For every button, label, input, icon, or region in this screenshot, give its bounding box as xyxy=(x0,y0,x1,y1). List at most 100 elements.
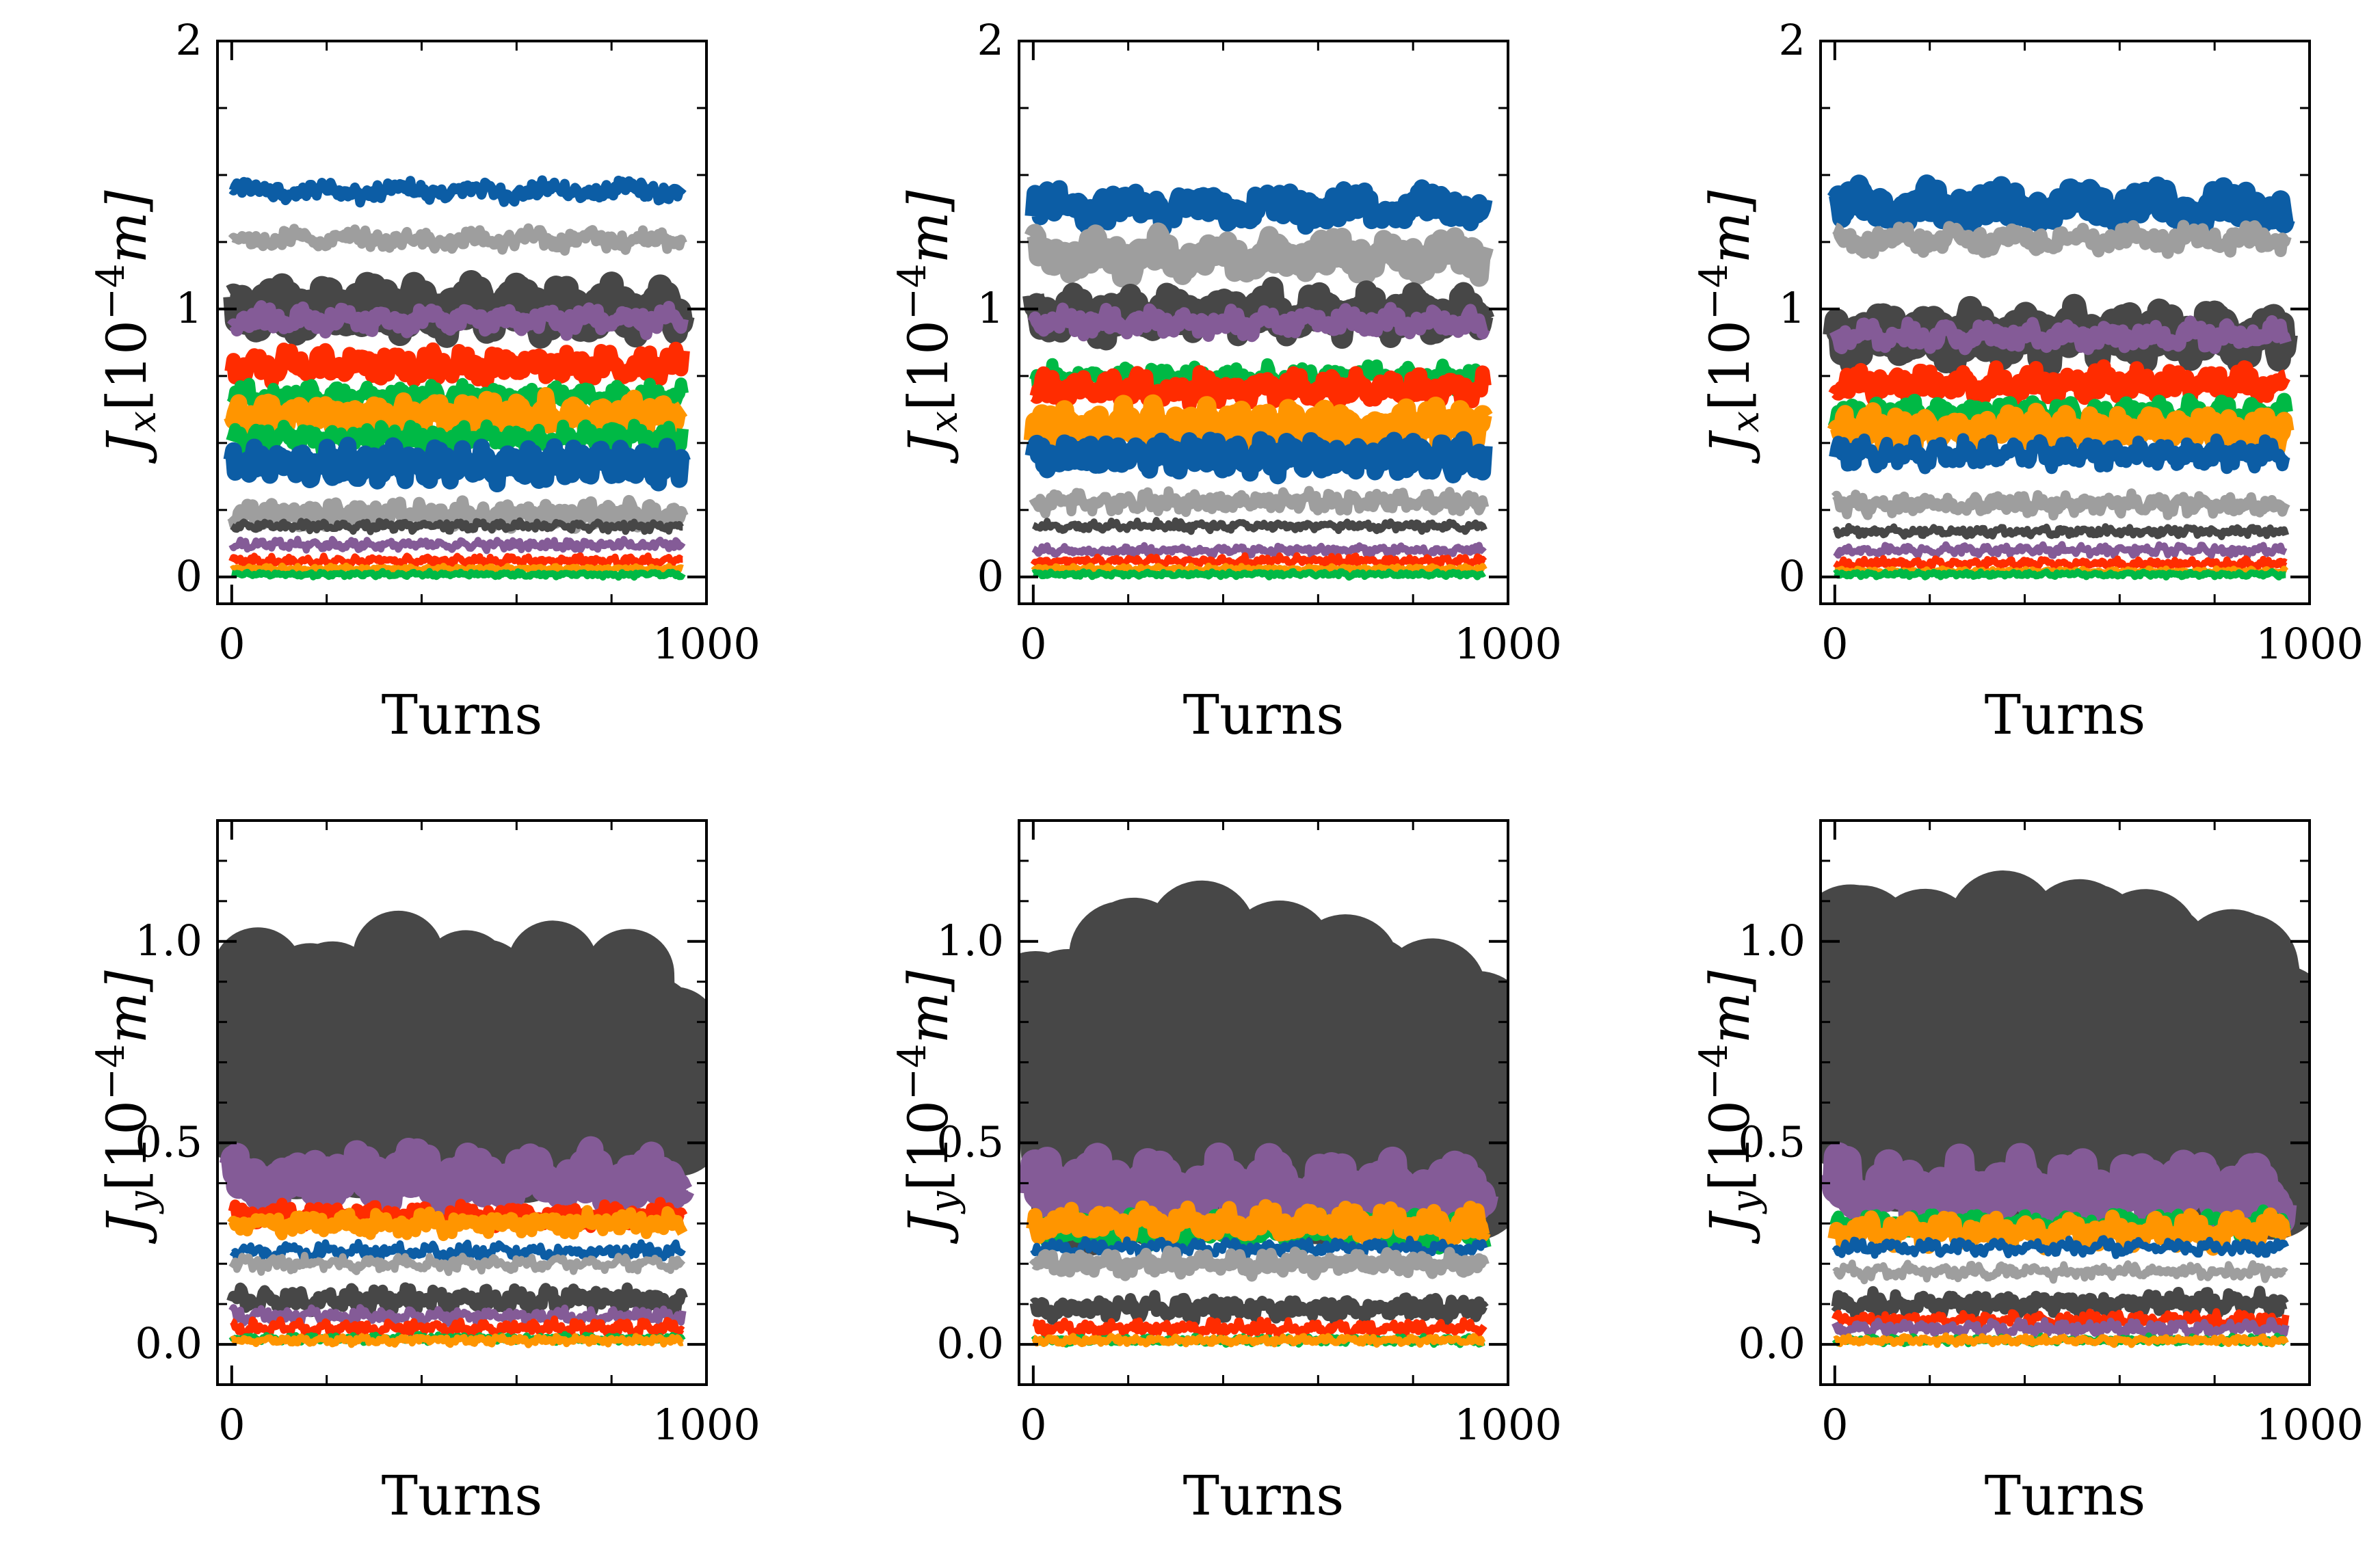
series-line-traj-1 xyxy=(217,910,706,1203)
y-label-symbol: J xyxy=(897,430,960,464)
y-axis-label: Jx[10−4m] xyxy=(1692,190,1768,464)
x-axis-label: Turns xyxy=(382,1464,543,1528)
y-label-sub: y xyxy=(922,1190,966,1215)
y-label-exponent: −4 xyxy=(890,1043,935,1100)
series-line-traj-12 xyxy=(1833,555,2288,573)
series-line-traj-8 xyxy=(226,418,689,459)
y-label-sub: x xyxy=(922,411,966,433)
series-line-traj-1 xyxy=(1827,174,2295,236)
series-line-traj-7 xyxy=(1827,402,2295,459)
series-line-traj-8 xyxy=(1031,1316,1488,1341)
y-label-unit_prefix: [10 xyxy=(1698,320,1762,411)
series-line-traj-1 xyxy=(1024,179,1493,237)
series-line-traj-11 xyxy=(1833,541,2288,560)
y-label-unit_prefix: [10 xyxy=(1698,1100,1762,1191)
x-tick-label: 0 xyxy=(1020,1400,1046,1450)
y-tick-label: 1.0 xyxy=(135,916,202,965)
x-axis-label: Turns xyxy=(1985,683,2146,747)
series-line-traj-6 xyxy=(1832,1260,2288,1285)
axes-frame xyxy=(1018,40,1509,605)
x-tick-label: 0 xyxy=(1020,619,1046,669)
series-line-traj-1 xyxy=(228,175,687,208)
x-tick-label: 1000 xyxy=(652,619,761,669)
series-group xyxy=(1823,174,2298,581)
y-axis-label: Jy[10−4m] xyxy=(1692,970,1768,1244)
x-tick-label: 0 xyxy=(1821,619,1848,669)
series-line-traj-10 xyxy=(1031,517,1488,535)
y-label-unit: m] xyxy=(95,970,159,1044)
axes-frame xyxy=(1819,40,2311,605)
y-tick-label: 1.0 xyxy=(936,916,1004,965)
series-line-traj-4 xyxy=(1026,1199,1491,1249)
series-line-traj-2 xyxy=(1019,1142,1499,1239)
panel-bottom-middle: 0.0 0.5 1.0 0 1000 Turns Jy[10−4m] xyxy=(890,819,1562,1528)
series-line-traj-1 xyxy=(1821,870,2310,1240)
y-tick-label: 0.0 xyxy=(1738,1318,1806,1368)
series-line-traj-14 xyxy=(1031,568,1486,581)
y-tick-label: 2 xyxy=(176,15,202,65)
series-line-traj-12 xyxy=(228,535,686,555)
y-label-symbol: J xyxy=(95,430,159,464)
y-tick-label: 1.0 xyxy=(1738,916,1806,965)
y-tick-label: 2 xyxy=(977,15,1004,65)
series-line-traj-1 xyxy=(1019,880,1508,1257)
series-line-traj-11 xyxy=(230,517,685,535)
x-axis-label: Turns xyxy=(1183,1464,1345,1528)
series-line-traj-9 xyxy=(1832,1317,2290,1340)
y-tick-label: 0 xyxy=(977,551,1004,601)
series-line-traj-7 xyxy=(226,1282,688,1320)
x-tick-label: 1000 xyxy=(2256,1400,2364,1450)
y-axis-label: Jx[10−4m] xyxy=(890,190,966,464)
y-tick-label: 0.5 xyxy=(135,1117,202,1167)
series-line-traj-13 xyxy=(228,552,685,570)
series-line-traj-13 xyxy=(1031,562,1488,576)
series-line-traj-6 xyxy=(1029,1245,1490,1282)
series-line-traj-4 xyxy=(1027,302,1490,343)
y-label-sub: y xyxy=(120,1190,165,1215)
series-line-traj-15 xyxy=(230,568,686,581)
series-line-traj-11 xyxy=(230,1333,685,1348)
y-tick-label: 0.5 xyxy=(1738,1117,1806,1167)
series-line-traj-5 xyxy=(224,341,690,390)
series-line-traj-2 xyxy=(1024,222,1494,288)
series-line-traj-6 xyxy=(1027,364,1492,412)
y-label-exponent: −4 xyxy=(1692,1043,1736,1100)
series-group xyxy=(221,175,695,581)
series-line-traj-2 xyxy=(1830,219,2292,259)
y-tick-label: 2 xyxy=(1779,15,1806,65)
panel-top-left: 0 1 2 0 1000 Turns Jx[10−4m] xyxy=(89,15,761,747)
y-label-unit: m] xyxy=(1698,970,1762,1044)
panel-top-middle: 0 1 2 0 1000 Turns Jx[10−4m] xyxy=(890,15,1562,747)
series-group xyxy=(217,910,706,1348)
series-line-traj-4 xyxy=(227,299,689,341)
y-label-unit_prefix: [10 xyxy=(95,320,159,411)
x-axis-label: Turns xyxy=(382,683,543,747)
panel-bottom-left: 0.0 0.5 1.0 0 1000 Turns Jy[10−4m] xyxy=(89,819,761,1528)
y-tick-label: 0 xyxy=(176,551,202,601)
series-line-traj-11 xyxy=(1833,1332,2289,1348)
y-label-symbol: J xyxy=(1698,430,1762,464)
x-tick-label: 1000 xyxy=(1454,619,1562,669)
panel-top-right: 0 1 2 0 1000 Turns Jx[10−4m] xyxy=(1692,15,2364,747)
series-line-traj-14 xyxy=(1833,568,2288,581)
series-line-traj-6 xyxy=(228,1251,686,1277)
y-label-sub: x xyxy=(1723,411,1768,433)
series-group xyxy=(1022,179,1495,581)
y-axis-label: Jy[10−4m] xyxy=(890,970,966,1244)
series-line-traj-10 xyxy=(1832,522,2290,540)
x-tick-label: 0 xyxy=(218,619,245,669)
x-tick-label: 1000 xyxy=(2256,619,2364,669)
x-tick-label: 1000 xyxy=(1454,1400,1562,1450)
y-label-sub: x xyxy=(120,411,165,433)
series-line-traj-9 xyxy=(1831,488,2290,521)
series-line-traj-10 xyxy=(1031,1333,1486,1348)
y-tick-label: 0.0 xyxy=(135,1318,202,1368)
series-line-traj-2 xyxy=(1821,1142,2299,1239)
y-tick-label: 1 xyxy=(176,283,202,333)
y-label-exponent: −4 xyxy=(89,263,133,320)
series-line-traj-7 xyxy=(1029,1290,1489,1327)
y-label-symbol: J xyxy=(1698,1210,1762,1244)
series-line-traj-9 xyxy=(230,1315,685,1341)
x-axis-label: Turns xyxy=(1183,683,1345,747)
